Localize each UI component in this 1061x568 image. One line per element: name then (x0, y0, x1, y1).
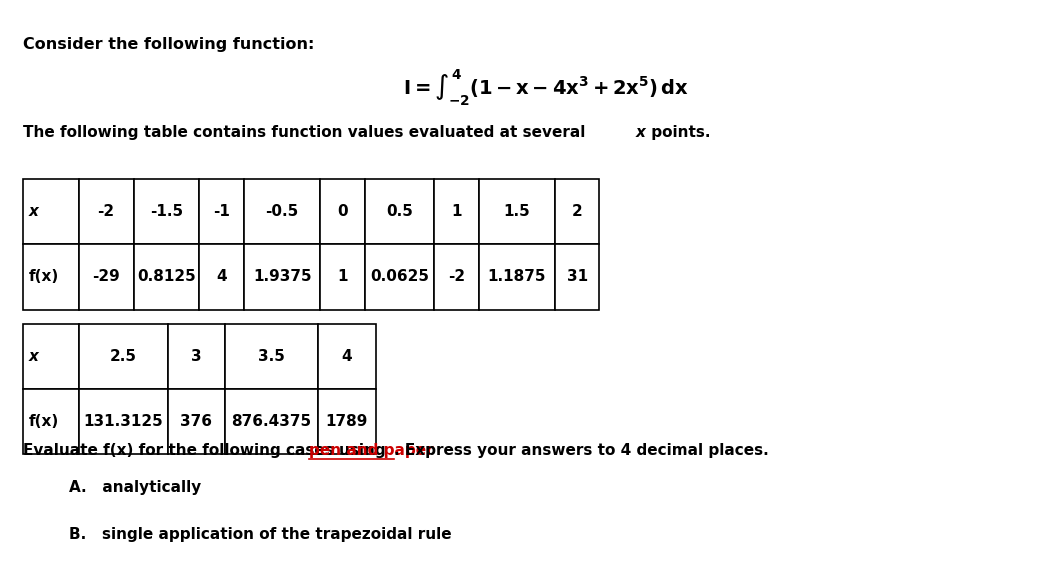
Text: 3.5: 3.5 (258, 349, 285, 364)
Text: -1: -1 (213, 204, 230, 219)
Text: 0.5: 0.5 (386, 204, 413, 219)
Text: 1: 1 (337, 269, 348, 285)
Text: B.   single application of the trapezoidal rule: B. single application of the trapezoidal… (69, 527, 452, 541)
Text: $\mathbf{I = \int_{-2}^{4} (1 - x - 4x^3 + 2x^5)\, dx}$: $\mathbf{I = \int_{-2}^{4} (1 - x - 4x^3… (403, 68, 690, 108)
Text: 1789: 1789 (326, 414, 368, 429)
Text: 2.5: 2.5 (109, 349, 137, 364)
Text: 31: 31 (567, 269, 588, 285)
Text: Consider the following function:: Consider the following function: (23, 37, 315, 52)
Text: 1.5: 1.5 (503, 204, 530, 219)
Text: 1.9375: 1.9375 (253, 269, 312, 285)
Text: 876.4375: 876.4375 (231, 414, 312, 429)
Text: 376: 376 (180, 414, 212, 429)
Text: -1.5: -1.5 (150, 204, 184, 219)
Text: x: x (29, 349, 38, 364)
Text: 131.3125: 131.3125 (83, 414, 163, 429)
Text: 4: 4 (216, 269, 227, 285)
Text: 1: 1 (451, 204, 462, 219)
Text: Evaluate f(x) for the following cases using: Evaluate f(x) for the following cases us… (23, 443, 392, 458)
Text: 0.8125: 0.8125 (137, 269, 196, 285)
Text: The following table contains function values evaluated at several: The following table contains function va… (23, 125, 591, 140)
Text: points.: points. (646, 125, 711, 140)
Text: -0.5: -0.5 (265, 204, 299, 219)
Text: -2: -2 (98, 204, 115, 219)
Text: -2: -2 (448, 269, 465, 285)
Text: f(x): f(x) (29, 269, 59, 285)
Text: pen and paper: pen and paper (310, 443, 434, 458)
Text: 2: 2 (572, 204, 582, 219)
Text: x: x (636, 125, 645, 140)
Text: . Express your answers to 4 decimal places.: . Express your answers to 4 decimal plac… (394, 443, 768, 458)
Text: 1.1875: 1.1875 (487, 269, 546, 285)
Text: 3: 3 (191, 349, 202, 364)
Text: A.   analytically: A. analytically (69, 480, 202, 495)
Text: x: x (29, 204, 38, 219)
Text: 0: 0 (337, 204, 348, 219)
Text: 4: 4 (342, 349, 352, 364)
Text: f(x): f(x) (29, 414, 59, 429)
Text: 0.0625: 0.0625 (370, 269, 429, 285)
Text: -29: -29 (92, 269, 120, 285)
